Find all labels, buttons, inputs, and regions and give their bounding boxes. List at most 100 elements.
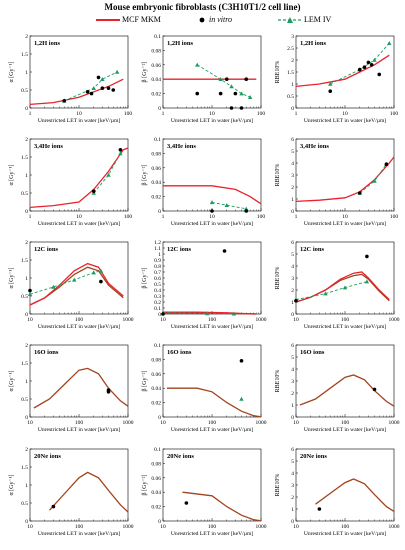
panel-2-0-mkm-brown-line <box>29 266 124 306</box>
panel-0-2-xtick-label: 10 <box>342 111 348 117</box>
panel-2-1-ytick-label: 0.6 <box>154 276 161 282</box>
panel-3-2-ylabel: RBE10% <box>275 370 281 393</box>
panel-0-1-ion-label: 1,2H ions <box>167 40 193 47</box>
panel-4-2-xtick-label: 10 <box>293 524 299 530</box>
panel-0-1-lem-point <box>218 77 223 81</box>
panel-0-0-lem-point <box>100 77 105 81</box>
panel-2-0-ytick-label: 1.5 <box>21 258 28 264</box>
panel-2-0-xlabel: Unrestricted LET in water [keV/µm] <box>38 324 120 330</box>
panel-0-1-invitro-point <box>195 91 200 96</box>
panel-1-1-xtick-label: 10 <box>209 214 215 220</box>
panel-0-2-ytick-label: 1.5 <box>287 70 294 76</box>
panel-0-1-ytick-label: 0.04 <box>151 77 161 83</box>
panel-1-1-ytick-label: 0.06 <box>151 166 161 172</box>
panel-3-1-lem-point <box>239 396 244 401</box>
panel-1-2-xtick-label: 100 <box>390 214 399 220</box>
panel-0-2-mkm-line <box>295 54 390 88</box>
panel-4-1-ytick-label: 0.04 <box>151 490 161 496</box>
panel-0-1-ytick-label: 0 <box>158 106 161 112</box>
panel-4-2-ytick-label: 1 <box>291 507 294 513</box>
panel-4-0-xtick-label: 100 <box>75 524 84 530</box>
panel-2-1-ytick-label: 0.7 <box>154 270 161 276</box>
panel-3-1-ytick-label: 0.06 <box>151 372 161 378</box>
panel-4-0-ylabel: α [Gy⁻¹] <box>9 475 15 496</box>
panel-0-0-invitro-point <box>89 91 94 96</box>
panel-4-1-ytick-label: 0.08 <box>151 461 161 467</box>
panel-3-2-xtick-label: 10 <box>293 420 299 426</box>
panel-1-0-lem-point <box>106 172 111 177</box>
panel-1-2-ytick-label: 3 <box>291 173 294 179</box>
panel-1-0-ytick-label: 2 <box>25 137 28 143</box>
panel-2-0-lem-point <box>51 284 56 289</box>
panel-4-1-ylabel: β [Gy⁻²] <box>142 475 148 496</box>
panel-1-1-xtick-label: 1 <box>162 214 165 220</box>
panel-0-1-lem-point <box>195 62 200 67</box>
panel-2-0-ytick-label: 0 <box>25 312 28 318</box>
panel-4-0-ion-label: 20Ne ions <box>34 453 61 460</box>
panel-4-0-xtick-label: 10 <box>27 524 33 530</box>
panel-2-2-ion-label: 12C ions <box>300 246 324 253</box>
panel-2-1-invitro-point <box>222 249 227 253</box>
panel-3-0-xtick-label: 100 <box>75 420 84 426</box>
panel-3-0-ylabel: α [Gy⁻¹] <box>9 371 15 392</box>
panel-2-2-lem-point <box>323 291 328 296</box>
panel-1-0-ytick-label: 1 <box>25 173 28 179</box>
panel-4-0-xtick-label: 1000 <box>123 524 134 530</box>
panel-0-0-ion-label: 1,2H ions <box>34 40 60 47</box>
panel-0-0-mkm-line <box>29 78 124 106</box>
panel-0-2-lem-point <box>387 41 392 45</box>
panel-0-0-ytick-label: 0.5 <box>21 88 28 94</box>
panel-0-0-lem-point <box>91 86 96 90</box>
panel-3-2-ytick-label: 6 <box>291 343 294 349</box>
panel-3-0-ytick-label: 0.5 <box>21 397 28 403</box>
panel-3-2-xlabel: Unrestricted LET in water [keV/µm] <box>304 427 386 433</box>
panel-1-1-mkm-line <box>163 185 262 205</box>
panel-0-1-invitro-point <box>218 91 223 96</box>
panel-1-2-lem-line <box>359 163 387 194</box>
legend-invitro-label: in vitro <box>209 15 233 24</box>
panel-0-1-xlabel: Unrestricted LET in water [keV/µm] <box>171 118 253 124</box>
panel-0-1-ytick-label: 0.06 <box>151 63 161 69</box>
panel-3-2-mkm-brown-line <box>299 374 395 407</box>
panel-2-2-invitro-point <box>365 254 369 259</box>
panel-2-2-lem-point <box>364 279 370 284</box>
panel-2-1-invitro-point <box>161 312 165 316</box>
panel-1-2-ytick-label: 6 <box>291 137 294 143</box>
panel-0-2-xlabel: Unrestricted LET in water [keV/µm] <box>304 118 386 124</box>
panel-4-0-ytick-label: 0.5 <box>21 501 28 507</box>
figure-title: Mouse embryonic fibroblasts (C3H10T1/2 c… <box>104 2 301 12</box>
panel-2-2-ylabel: RBE10% <box>275 267 281 290</box>
legend-lem: LEM IV <box>278 15 331 24</box>
panel-2-1-ytick-label: 1.1 <box>154 246 161 252</box>
panel-1-2-ion-label: 3,4He ions <box>300 143 329 150</box>
panel-1-2-ytick-label: 2 <box>291 185 294 191</box>
panel-0-0-xtick-label: 100 <box>124 111 133 117</box>
panel-4-2-ion-label: 20Ne ions <box>300 453 327 460</box>
legend-invitro: in vitro <box>197 15 232 24</box>
panel-3-0-ion-label: 16O ions <box>34 349 59 356</box>
panel-3-2-ytick-label: 4 <box>291 367 294 373</box>
panel-3-2-ion-label: 16O ions <box>300 349 325 356</box>
panel-2-2-lem-line <box>295 281 368 301</box>
panel-0-2-lem-line <box>330 42 390 85</box>
panel-2-2-xtick-label: 100 <box>341 317 350 323</box>
panel-1-0-mkm-line <box>29 147 129 209</box>
panel-1-0-ion-label: 3,4He ions <box>34 143 63 150</box>
panel-0-1-invitro-point <box>244 77 249 81</box>
panel-1-2-lem-point <box>372 178 377 183</box>
panel-0-1-xtick-label: 1 <box>162 111 165 117</box>
panel-1-1-ytick-label: 0 <box>158 209 161 215</box>
panel-3-0-xtick-label: 1000 <box>123 420 134 426</box>
panel-3-2-invitro-point <box>372 387 377 392</box>
panel-3-0-xtick-label: 10 <box>27 420 33 426</box>
panel-4-1-mkm-brown-line <box>182 491 262 522</box>
panel-2-1-xtick-label: 100 <box>208 317 217 323</box>
panel-4-1-xlabel: Unrestricted LET in water [keV/µm] <box>171 531 253 537</box>
panel-1-0-lem-point <box>118 151 123 156</box>
panel-1-1-ylabel: β [Gy⁻²] <box>142 165 148 186</box>
panel-0-1-xtick-label: 10 <box>209 111 215 117</box>
panel-3-2-ytick-label: 1 <box>291 403 294 409</box>
panel-3-2-ytick-label: 5 <box>291 355 294 361</box>
panel-1-2-xtick-label: 1 <box>295 214 298 220</box>
